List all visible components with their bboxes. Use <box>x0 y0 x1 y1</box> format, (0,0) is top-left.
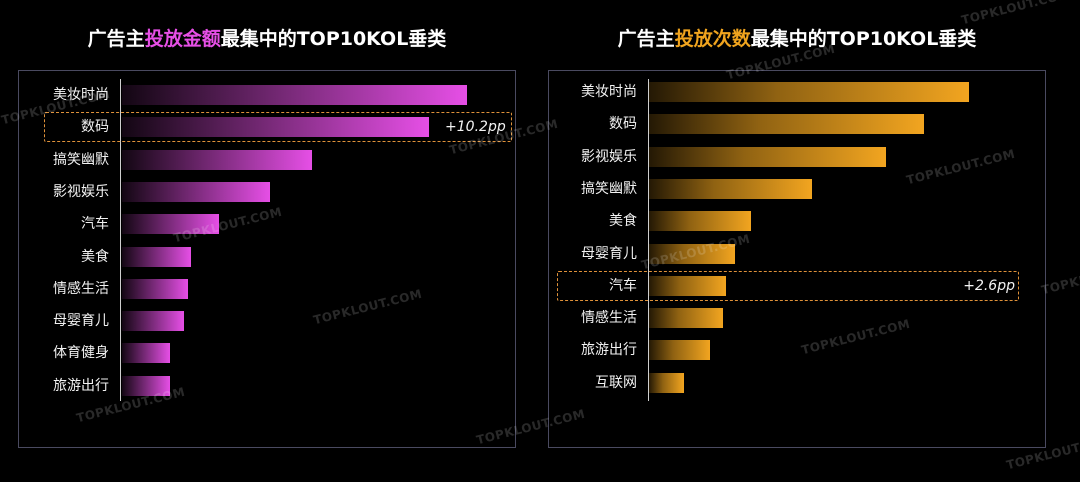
bar-right <box>649 178 813 199</box>
category-label-left: 搞笑幽默 <box>53 151 109 168</box>
highlight-label-left: +10.2pp <box>445 119 506 136</box>
chart-title-left: 广告主投放金额最集中的TOP10KOL垂类 <box>18 24 516 54</box>
bar-right <box>649 275 726 296</box>
category-label-left: 母婴育儿 <box>53 313 109 330</box>
category-label-right: 美食 <box>609 213 637 230</box>
category-label-left: 美食 <box>81 248 109 265</box>
category-label-left: 旅游出行 <box>53 377 109 394</box>
bar-right <box>649 82 969 102</box>
category-label-right: 互联网 <box>595 374 637 391</box>
highlight-label-right: +2.6pp <box>963 277 1015 294</box>
bar-right <box>649 114 925 135</box>
category-label-right: 影视娱乐 <box>581 148 637 165</box>
chart-title-right: 广告主投放次数最集中的TOP10KOL垂类 <box>548 24 1046 54</box>
y-axis-line-right <box>648 79 649 401</box>
bar-left <box>122 311 185 332</box>
title-right-prefix: 广告主 <box>617 28 675 50</box>
title-left-highlight: 投放金额 <box>144 28 221 50</box>
category-label-right: 数码 <box>609 116 637 133</box>
chart-panel-left: 美妆时尚数码 +10.2pp 搞笑幽默影视娱乐汽车美食情感生活母婴育儿体育健身旅游出… <box>18 70 516 448</box>
highlight-box-left <box>44 112 512 143</box>
bar-right <box>649 308 723 329</box>
title-right-highlight: 投放次数 <box>674 28 751 50</box>
bar-right <box>649 372 685 393</box>
bar-left <box>122 343 171 364</box>
category-label-right: 汽车 <box>609 277 637 294</box>
category-label-left: 数码 <box>81 119 109 136</box>
bar-right <box>649 146 886 167</box>
category-label-right: 情感生活 <box>581 310 637 327</box>
title-left-prefix: 广告主 <box>87 28 145 50</box>
title-left-suffix: 最集中的TOP10KOL垂类 <box>220 28 447 50</box>
chart-panel-right: 美妆时尚数码影视娱乐搞笑幽默美食母婴育儿汽车 +2.6pp 情感生活旅游出行互联网 <box>548 70 1046 448</box>
y-axis-line-left <box>120 79 121 401</box>
bar-left <box>122 278 188 299</box>
bar-right <box>649 211 752 232</box>
category-label-left: 体育健身 <box>53 345 109 362</box>
category-label-right: 旅游出行 <box>581 342 637 359</box>
title-right-suffix: 最集中的TOP10KOL垂类 <box>750 28 977 50</box>
bar-left <box>122 181 271 202</box>
bar-left <box>122 246 191 267</box>
category-label-right: 美妆时尚 <box>581 84 637 100</box>
bar-left <box>122 85 467 105</box>
bar-left <box>122 149 312 170</box>
category-label-left: 美妆时尚 <box>53 87 109 103</box>
category-label-right: 搞笑幽默 <box>581 180 637 197</box>
highlight-box-right <box>557 270 1019 301</box>
category-label-left: 汽车 <box>81 216 109 233</box>
bar-right <box>649 340 710 361</box>
bar-left <box>122 117 430 138</box>
bar-left <box>122 375 171 396</box>
category-label-left: 情感生活 <box>53 280 109 297</box>
category-label-right: 母婴育儿 <box>581 245 637 262</box>
bar-right <box>649 243 736 264</box>
bar-left <box>122 214 219 235</box>
category-label-left: 影视娱乐 <box>53 183 109 200</box>
